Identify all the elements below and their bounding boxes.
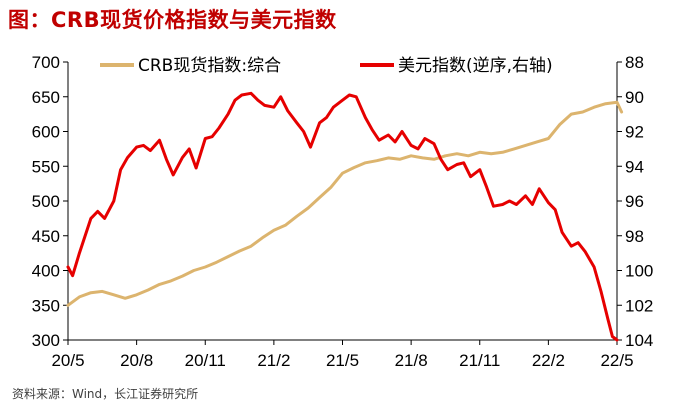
right-tick-label: 104 <box>625 331 653 350</box>
right-tick-label: 92 <box>625 123 644 142</box>
x-tick-label: 21/5 <box>326 351 359 370</box>
right-tick-label: 98 <box>625 227 644 246</box>
right-tick-label: 102 <box>625 296 653 315</box>
right-tick-label: 96 <box>625 192 644 211</box>
x-tick-label: 22/2 <box>532 351 565 370</box>
chart-legend: CRB现货指数:综合 美元指数(逆序,右轴) <box>100 56 553 76</box>
left-tick-label: 650 <box>32 88 60 107</box>
right-tick-label: 88 <box>625 53 644 72</box>
legend-label: 美元指数(逆序,右轴) <box>398 56 553 76</box>
x-tick-label: 21/2 <box>257 351 290 370</box>
x-tick-label: 22/5 <box>600 351 633 370</box>
left-tick-label: 350 <box>32 296 60 315</box>
left-tick-label: 300 <box>32 331 60 350</box>
chart-axes: 300 350 400 450 500 550 600 650 700 88 90 92 94 96 98 1… <box>32 53 654 370</box>
chart-series <box>66 91 624 342</box>
right-tick-label: 100 <box>625 262 653 281</box>
right-tick-label: 94 <box>625 157 644 176</box>
left-tick-label: 450 <box>32 227 60 246</box>
left-tick-label: 700 <box>32 53 60 72</box>
left-tick-label: 500 <box>32 192 60 211</box>
x-tick-label: 20/11 <box>185 351 226 370</box>
left-tick-label: 600 <box>32 123 60 142</box>
series-line-crb-index <box>66 100 624 307</box>
x-tick-label: 20/5 <box>51 351 84 370</box>
series-line-usd-index <box>66 91 619 342</box>
x-tick-label: 21/11 <box>459 351 500 370</box>
right-tick-label: 90 <box>625 88 644 107</box>
x-tick-label: 20/8 <box>120 351 153 370</box>
x-tick-label: 21/8 <box>395 351 428 370</box>
left-tick-label: 550 <box>32 157 60 176</box>
chart-title: 图：CRB现货价格指数与美元指数 <box>8 8 337 32</box>
legend-label: CRB现货指数:综合 <box>138 56 281 76</box>
source-note: 资料来源：Wind，长江证券研究所 <box>12 387 199 401</box>
left-tick-label: 400 <box>32 262 60 281</box>
